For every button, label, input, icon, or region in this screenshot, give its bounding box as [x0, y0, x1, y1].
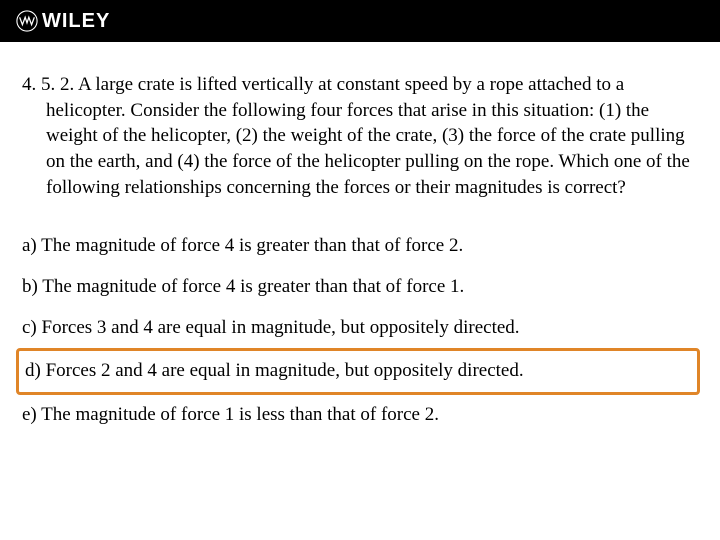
option-a: a) The magnitude of force 4 is greater t…	[22, 226, 698, 267]
option-e: e) The magnitude of force 1 is less than…	[22, 395, 698, 436]
header-bar: WILEY	[0, 0, 720, 42]
content-area: 4. 5. 2. A large crate is lifted vertica…	[0, 42, 720, 436]
options-list: a) The magnitude of force 4 is greater t…	[22, 226, 698, 435]
option-c: c) Forces 3 and 4 are equal in magnitude…	[22, 308, 698, 349]
brand-logo: WILEY	[16, 10, 110, 33]
question-number: 4. 5. 2.	[22, 74, 74, 95]
wiley-icon	[16, 10, 38, 32]
option-b: b) The magnitude of force 4 is greater t…	[22, 267, 698, 308]
option-d: d) Forces 2 and 4 are equal in magnitude…	[16, 348, 700, 395]
question-body: A large crate is lifted vertically at co…	[46, 74, 690, 198]
question-text: 4. 5. 2. A large crate is lifted vertica…	[22, 72, 698, 200]
brand-text: WILEY	[42, 10, 110, 33]
